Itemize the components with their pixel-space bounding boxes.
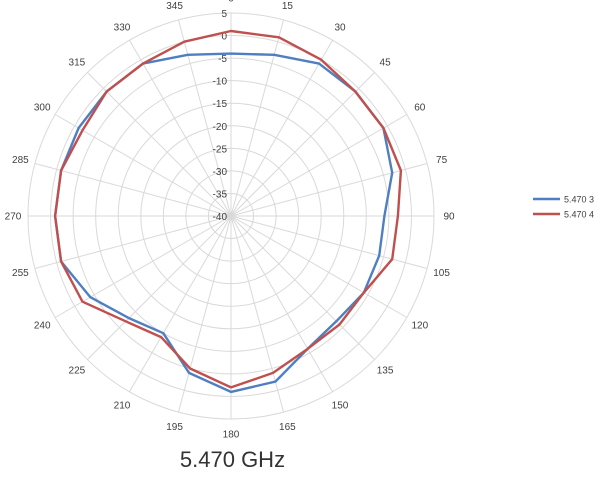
angle-label: 285 bbox=[12, 155, 29, 166]
angle-label: 75 bbox=[436, 155, 448, 166]
angle-label: 120 bbox=[411, 321, 428, 332]
grid-spoke bbox=[230, 215, 428, 270]
angle-label: 180 bbox=[223, 430, 240, 441]
angle-label: 0 bbox=[228, 0, 234, 5]
angle-label: 30 bbox=[334, 23, 346, 34]
chart-subtitle: 5.470 GHz bbox=[179, 447, 286, 472]
radial-tick-label: -5 bbox=[218, 54, 227, 65]
angle-label: 135 bbox=[377, 366, 394, 377]
grid-spoke bbox=[230, 215, 285, 413]
angle-label: 15 bbox=[282, 1, 294, 12]
grid-spoke bbox=[177, 19, 232, 217]
angle-label: 150 bbox=[332, 400, 349, 411]
grid-spoke bbox=[230, 39, 333, 217]
grid-spoke bbox=[230, 215, 408, 318]
radial-tick-label: 5 bbox=[221, 9, 227, 20]
grid-spoke bbox=[129, 215, 232, 393]
radial-tick-label: -20 bbox=[213, 122, 228, 133]
grid-spoke bbox=[230, 162, 428, 217]
angle-label: 45 bbox=[380, 57, 392, 68]
radial-tick-label: 0 bbox=[221, 32, 227, 43]
radial-tick-label: -15 bbox=[213, 99, 228, 110]
angle-label: 210 bbox=[114, 400, 131, 411]
grid-spoke bbox=[87, 215, 232, 360]
angle-label: 225 bbox=[69, 366, 86, 377]
angle-label: 300 bbox=[34, 103, 51, 114]
grid-spoke bbox=[230, 19, 285, 217]
angle-label: 270 bbox=[5, 212, 22, 223]
radial-tick-label: -30 bbox=[213, 167, 228, 178]
grid-spoke bbox=[87, 72, 232, 217]
angle-label: 105 bbox=[433, 268, 450, 279]
angle-label: 165 bbox=[279, 422, 296, 433]
angle-label: 195 bbox=[166, 422, 183, 433]
grid-spoke bbox=[230, 114, 408, 217]
legend-label: 5.470 3 bbox=[564, 195, 594, 205]
grid-spoke bbox=[177, 215, 232, 413]
grid-spoke bbox=[230, 72, 375, 217]
radial-tick-label: -40 bbox=[213, 212, 228, 223]
angle-label: 90 bbox=[443, 212, 455, 223]
radial-tick-label: -35 bbox=[213, 189, 228, 200]
legend-label: 5.470 4 bbox=[564, 210, 594, 220]
grid-spoke bbox=[34, 162, 232, 217]
grid-spoke bbox=[230, 215, 333, 393]
radial-tick-label: -10 bbox=[213, 77, 228, 88]
grid-spoke bbox=[129, 39, 232, 217]
series-line bbox=[53, 29, 403, 389]
grid-spoke bbox=[34, 215, 232, 270]
angle-label: 330 bbox=[114, 23, 131, 34]
angle-label: 240 bbox=[34, 321, 51, 332]
grid-spoke bbox=[54, 114, 232, 217]
angle-label: 255 bbox=[12, 268, 29, 279]
radial-tick-label: -25 bbox=[213, 144, 228, 155]
angle-label: 345 bbox=[166, 1, 183, 12]
grid-spoke bbox=[230, 215, 375, 360]
angle-label: 60 bbox=[414, 103, 426, 114]
grid-spoke bbox=[54, 215, 232, 318]
angle-label: 315 bbox=[69, 57, 86, 68]
